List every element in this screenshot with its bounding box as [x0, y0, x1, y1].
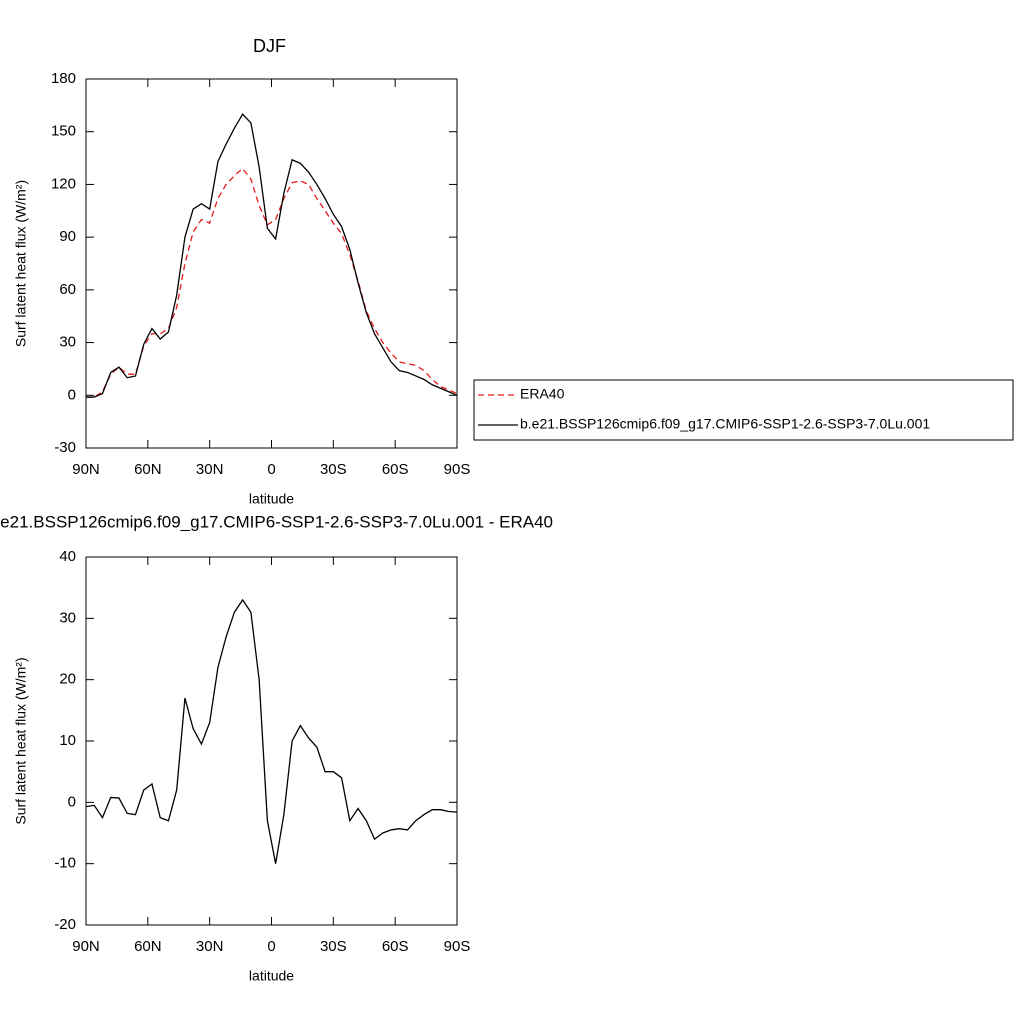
x-axis-label: latitude [249, 491, 294, 507]
x-tick-label: 90N [72, 938, 100, 955]
x-tick-label: 30N [196, 461, 224, 478]
legend-box [473, 379, 1014, 441]
plot-frame [85, 556, 458, 926]
x-tick-label: 60S [382, 461, 409, 478]
x-tick-label: 60N [134, 938, 162, 955]
x-tick-label: 30N [196, 938, 224, 955]
chart-title: DJF [253, 36, 286, 56]
plot-frame [85, 78, 458, 449]
y-tick-label: 40 [59, 548, 76, 565]
y-tick-label: -10 [54, 855, 76, 872]
y-tick-label: 30 [59, 334, 76, 351]
x-axis-label: latitude [249, 968, 294, 984]
y-tick-label: 0 [68, 386, 76, 403]
data-line [85, 598, 458, 864]
x-tick-label: 60S [382, 938, 409, 955]
y-tick-label: 20 [59, 671, 76, 688]
chart-title: b.e21.BSSP126cmip6.f09_g17.CMIP6-SSP1-2.… [0, 512, 553, 531]
y-tick-label: -30 [54, 439, 76, 456]
x-tick-label: 90N [72, 461, 100, 478]
x-tick-label: 0 [267, 461, 275, 478]
y-tick-label: 90 [59, 228, 76, 245]
x-tick-label: 0 [267, 938, 275, 955]
x-tick-label: 30S [320, 938, 347, 955]
y-tick-label: -20 [54, 916, 76, 933]
y-tick-label: 60 [59, 281, 76, 298]
x-tick-label: 90S [444, 461, 471, 478]
y-tick-label: 0 [68, 793, 76, 810]
data-line [86, 113, 458, 398]
legend-label: ERA40 [520, 386, 565, 402]
y-axis-label: Surf latent heat flux (W/m²) [13, 180, 29, 347]
y-tick-label: 120 [51, 175, 76, 192]
x-tick-label: 30S [320, 461, 347, 478]
legend-label: b.e21.BSSP126cmip6.f09_g17.CMIP6-SSP1-2.… [520, 416, 930, 432]
data-line [86, 167, 458, 398]
y-tick-label: 30 [59, 609, 76, 626]
y-tick-label: 180 [51, 70, 76, 87]
y-tick-label: 10 [59, 732, 76, 749]
y-axis-label: Surf latent heat flux (W/m²) [13, 657, 29, 824]
x-tick-label: 60N [134, 461, 162, 478]
y-tick-label: 150 [51, 123, 76, 140]
x-tick-label: 90S [444, 938, 471, 955]
